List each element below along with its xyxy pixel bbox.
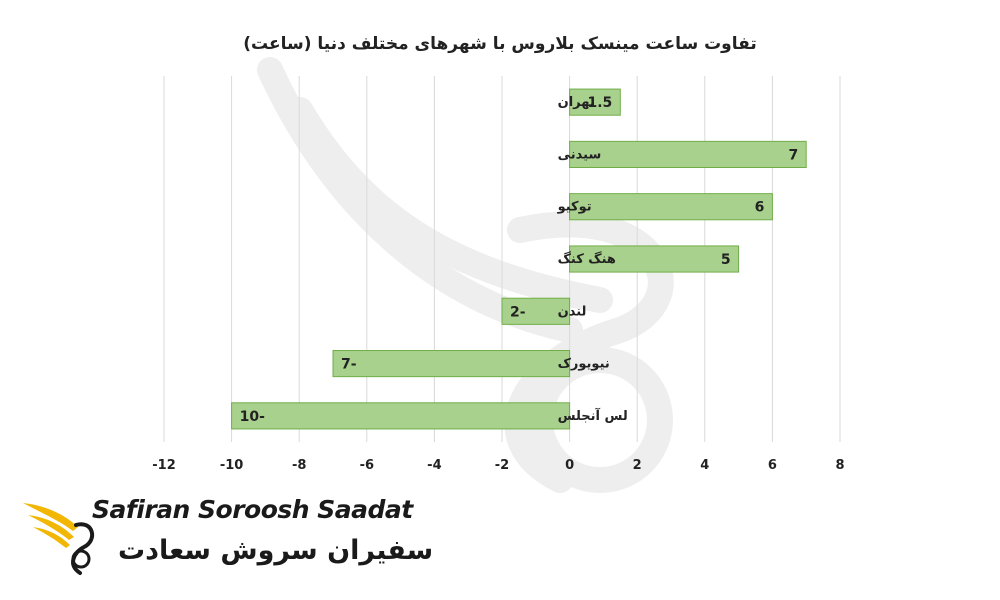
data-label: 2- [510,304,526,320]
category-label: لندن [558,304,587,319]
category-label: هنگ کنگ [558,251,616,267]
x-tick-label: -10 [220,458,244,473]
bar [332,350,571,378]
bar [569,88,621,116]
x-tick-label: -12 [152,458,176,473]
x-tick-label: 6 [768,458,777,473]
bar [569,193,773,221]
brand-name-fa: سفیران سروش سعادت [118,535,434,566]
bar [569,140,807,169]
category-label: سیدنی [558,147,602,162]
data-label: 10- [240,409,265,425]
data-label: 7- [341,357,357,373]
x-tick-label: -4 [427,458,441,473]
brand-logo: Safiran Soroosh Saadat سفیران سروش سعادت [18,495,433,580]
x-tick-label: -8 [292,458,306,473]
category-label: توکیو [557,200,592,215]
x-tick-label: 8 [835,458,844,473]
data-label: 7 [788,147,798,163]
brand-name-en: Safiran Soroosh Saadat [92,495,413,524]
data-label: 5 [721,252,731,268]
bar [231,402,571,430]
data-label: 6 [755,200,765,216]
wing-icon [23,503,95,575]
chart-title: تفاوت ساعت مینسک بلاروس با شهرهای مختلف … [243,34,757,54]
x-tick-label: 2 [633,458,642,473]
category-label: نیویورک [558,357,610,372]
x-tick-label: -2 [495,458,509,473]
x-tick-label: 4 [700,458,709,473]
x-tick-label: -6 [360,458,374,473]
category-label: تهران [558,95,595,110]
x-tick-label: 0 [565,458,574,473]
bar [501,297,571,325]
category-label: لس آنجلس [558,407,628,424]
bar [569,245,740,273]
data-label: 1.5 [587,95,612,111]
